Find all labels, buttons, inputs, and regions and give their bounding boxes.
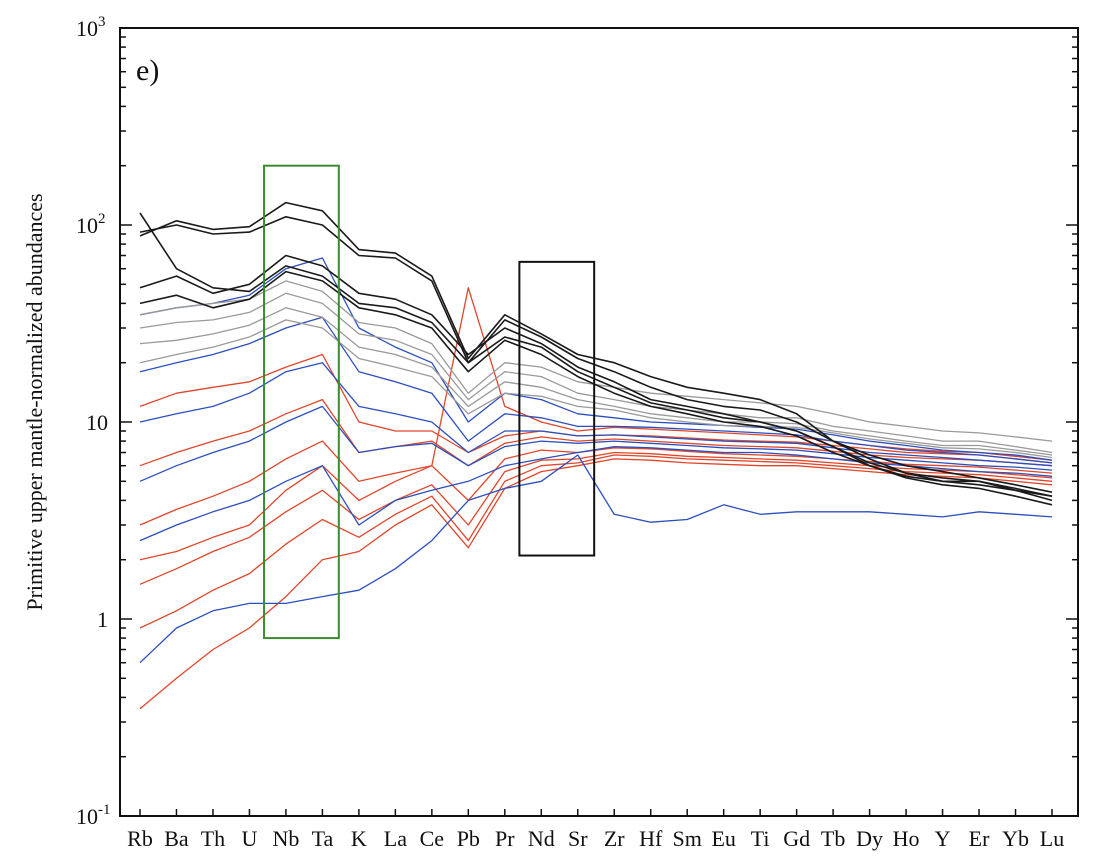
category-label-Pr: Pr: [495, 826, 515, 851]
series-line-black-4: [139, 216, 1053, 493]
highlight-box-Nb-Ta: [263, 164, 340, 640]
series-line-blue-10: [139, 316, 1053, 464]
category-label-Ta: Ta: [312, 826, 334, 851]
panel-label: e): [136, 54, 159, 87]
category-label-Sr: Sr: [568, 826, 588, 851]
category-label-Tb: Tb: [821, 826, 845, 851]
series-line-grey-8: [139, 280, 1053, 442]
series-line-grey-5: [139, 292, 1053, 454]
category-label-Zr: Zr: [604, 826, 625, 851]
category-label-La: La: [384, 826, 407, 851]
y-axis-label: Primitive upper mantle-normalized abunda…: [22, 193, 47, 610]
series-line-blue-13: [139, 445, 1053, 542]
series-line-red-21: [139, 287, 1053, 561]
category-label-Gd: Gd: [783, 826, 810, 851]
y-tick-label: 10: [76, 804, 98, 829]
series-line-blue-14: [139, 454, 1053, 664]
series-line-red-16: [139, 398, 1053, 467]
category-label-Th: Th: [201, 826, 225, 851]
category-label-Er: Er: [969, 826, 990, 851]
y-tick-label: 10: [76, 16, 98, 41]
series-layer: [139, 201, 1053, 710]
series-line-blue-11: [139, 362, 1053, 467]
highlight-box-Nd-Sr: [518, 260, 596, 557]
y-tick-label: 10: [76, 213, 98, 238]
category-label-layer: Rb Ba Th U Nb Ta K La Ce Pb Pr Nd Sr Zr Hf Sm Eu Ti Gd Tb Dy…: [127, 809, 1064, 851]
category-label-Ba: Ba: [164, 826, 189, 851]
series-line-red-19: [139, 454, 1053, 629]
category-label-Y: Y: [935, 826, 951, 851]
category-label-Dy: Dy: [856, 826, 883, 851]
category-label-Ce: Ce: [420, 826, 444, 851]
series-line-grey-6: [139, 307, 1053, 456]
category-label-Ti: Ti: [751, 826, 770, 851]
category-label-Nd: Nd: [528, 826, 555, 851]
highlight-box-layer: [263, 164, 596, 640]
category-label-Nb: Nb: [272, 826, 299, 851]
category-label-Hf: Hf: [639, 826, 663, 851]
y-tick-exponent: 2: [98, 211, 106, 227]
series-line-black-3: [139, 212, 1053, 497]
series-line-red-20: [139, 458, 1053, 710]
y-tick-exponent: -1: [98, 802, 111, 818]
series-line-black-2: [139, 270, 1053, 502]
series-line-blue-12: [139, 405, 1053, 482]
series-line-grey-7: [139, 319, 1053, 459]
category-label-Yb: Yb: [1002, 826, 1029, 851]
series-line-black-1: [139, 254, 1053, 506]
category-label-K: K: [351, 826, 367, 851]
category-label-Pb: Pb: [457, 826, 480, 851]
category-label-Ho: Ho: [893, 826, 920, 851]
series-line-red-17: [139, 440, 1053, 526]
y-tick-exponent: 3: [98, 14, 106, 30]
category-label-Eu: Eu: [711, 826, 735, 851]
category-label-U: U: [241, 826, 257, 851]
category-label-Lu: Lu: [1040, 826, 1064, 851]
category-label-Sm: Sm: [673, 826, 702, 851]
series-line-red-18: [139, 451, 1053, 585]
category-label-Rb: Rb: [127, 826, 153, 851]
y-tick-label: 1: [97, 607, 108, 632]
y-tick-label: 10: [86, 410, 108, 435]
